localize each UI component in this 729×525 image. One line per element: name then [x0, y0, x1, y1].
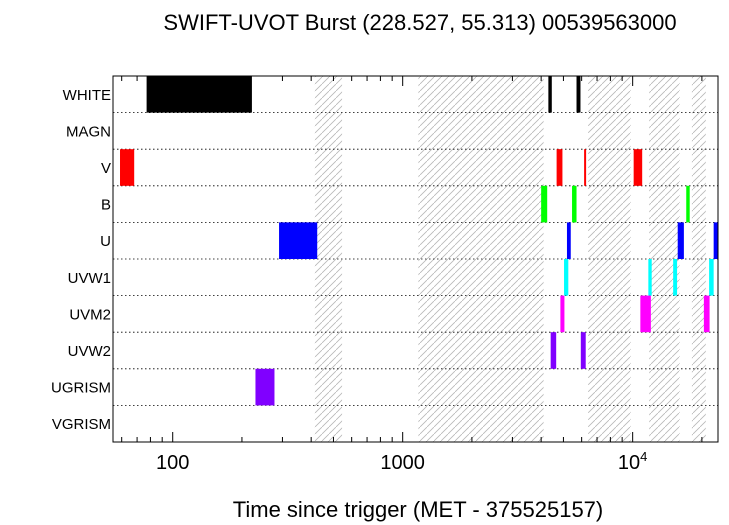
row-label-ugrism: UGRISM: [51, 380, 111, 397]
exposure-bars: [120, 76, 718, 406]
exposure-bar-white: [548, 76, 552, 113]
row-label-u: U: [100, 233, 111, 250]
exposure-bar-uvm2: [560, 295, 565, 333]
row-label-magn: MAGN: [66, 123, 111, 140]
row-labels: WHITE MAGN V B U UVW1 UVM2 UVW2 UGRISM VGRISM: [51, 87, 111, 433]
exposure-bar-ugrism: [255, 368, 275, 406]
exposure-bar-b: [572, 185, 577, 223]
x-tick-label: 100: [156, 452, 189, 474]
x-tick-label: 1000: [380, 452, 425, 474]
hatched-intervals: [314, 76, 706, 442]
exposure-bar-white: [146, 76, 252, 113]
exposure-bar-uvw1: [709, 259, 714, 296]
exposure-bar-v: [120, 149, 135, 186]
hatched-interval: [418, 76, 544, 442]
exposure-bar-uvw1: [673, 259, 678, 296]
exposure-bar-uvm2: [703, 295, 710, 333]
exposure-bar-u: [279, 222, 318, 259]
row-label-uvw2: UVW2: [68, 343, 111, 360]
exposure-bar-v: [556, 149, 563, 186]
exposure-bar-uvm2: [640, 295, 651, 333]
exposure-bar-u: [566, 222, 571, 259]
exposure-bar-v: [584, 149, 587, 186]
exposure-bar-white: [576, 76, 581, 113]
hatched-interval: [691, 76, 706, 442]
exposure-bar-u: [713, 222, 718, 259]
exposure-bar-uvw1: [648, 259, 652, 296]
x-tick-label: 104: [618, 449, 647, 474]
x-axis-label: Time since trigger (MET - 375525157): [233, 497, 604, 522]
x-axis-ticks: 100 1000 104: [121, 76, 703, 474]
exposure-bar-uvw1: [564, 259, 569, 296]
x-tick-exponent: 4: [640, 449, 647, 464]
exposure-bar-b: [686, 185, 690, 223]
exposure-bar-b: [541, 185, 548, 223]
plot-frame: [112, 75, 719, 443]
row-label-v: V: [101, 160, 111, 177]
exposure-bar-v: [633, 149, 643, 186]
exposure-bar-uvw2: [580, 332, 586, 369]
row-label-white: WHITE: [63, 87, 111, 104]
exposure-bar-uvw2: [550, 332, 557, 369]
row-label-b: B: [101, 197, 111, 214]
row-label-vgrism: VGRISM: [52, 416, 111, 433]
row-label-uvm2: UVM2: [69, 306, 111, 323]
chart-title: SWIFT-UVOT Burst (228.527, 55.313) 00539…: [163, 10, 676, 35]
row-label-uvw1: UVW1: [68, 270, 111, 287]
exposure-bar-u: [677, 222, 684, 259]
